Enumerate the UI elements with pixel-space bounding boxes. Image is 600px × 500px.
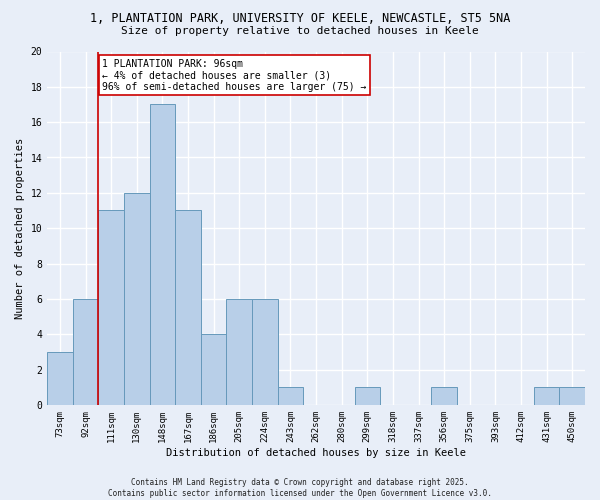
Text: Size of property relative to detached houses in Keele: Size of property relative to detached ho… (121, 26, 479, 36)
Y-axis label: Number of detached properties: Number of detached properties (15, 138, 25, 319)
Bar (201, 334, 226, 405)
Bar (124, 193, 149, 405)
Bar (278, 387, 303, 405)
Bar (534, 387, 559, 405)
Bar (431, 387, 457, 405)
Bar (355, 387, 380, 405)
Bar (73, 299, 98, 405)
Bar (559, 387, 585, 405)
Text: Contains HM Land Registry data © Crown copyright and database right 2025.
Contai: Contains HM Land Registry data © Crown c… (108, 478, 492, 498)
Text: 1 PLANTATION PARK: 96sqm
← 4% of detached houses are smaller (3)
96% of semi-det: 1 PLANTATION PARK: 96sqm ← 4% of detache… (102, 58, 367, 92)
Bar (252, 299, 278, 405)
Text: 1, PLANTATION PARK, UNIVERSITY OF KEELE, NEWCASTLE, ST5 5NA: 1, PLANTATION PARK, UNIVERSITY OF KEELE,… (90, 12, 510, 26)
Bar (175, 210, 201, 405)
Bar (226, 299, 252, 405)
Bar (98, 210, 124, 405)
X-axis label: Distribution of detached houses by size in Keele: Distribution of detached houses by size … (166, 448, 466, 458)
Bar (149, 104, 175, 405)
Bar (47, 352, 73, 405)
